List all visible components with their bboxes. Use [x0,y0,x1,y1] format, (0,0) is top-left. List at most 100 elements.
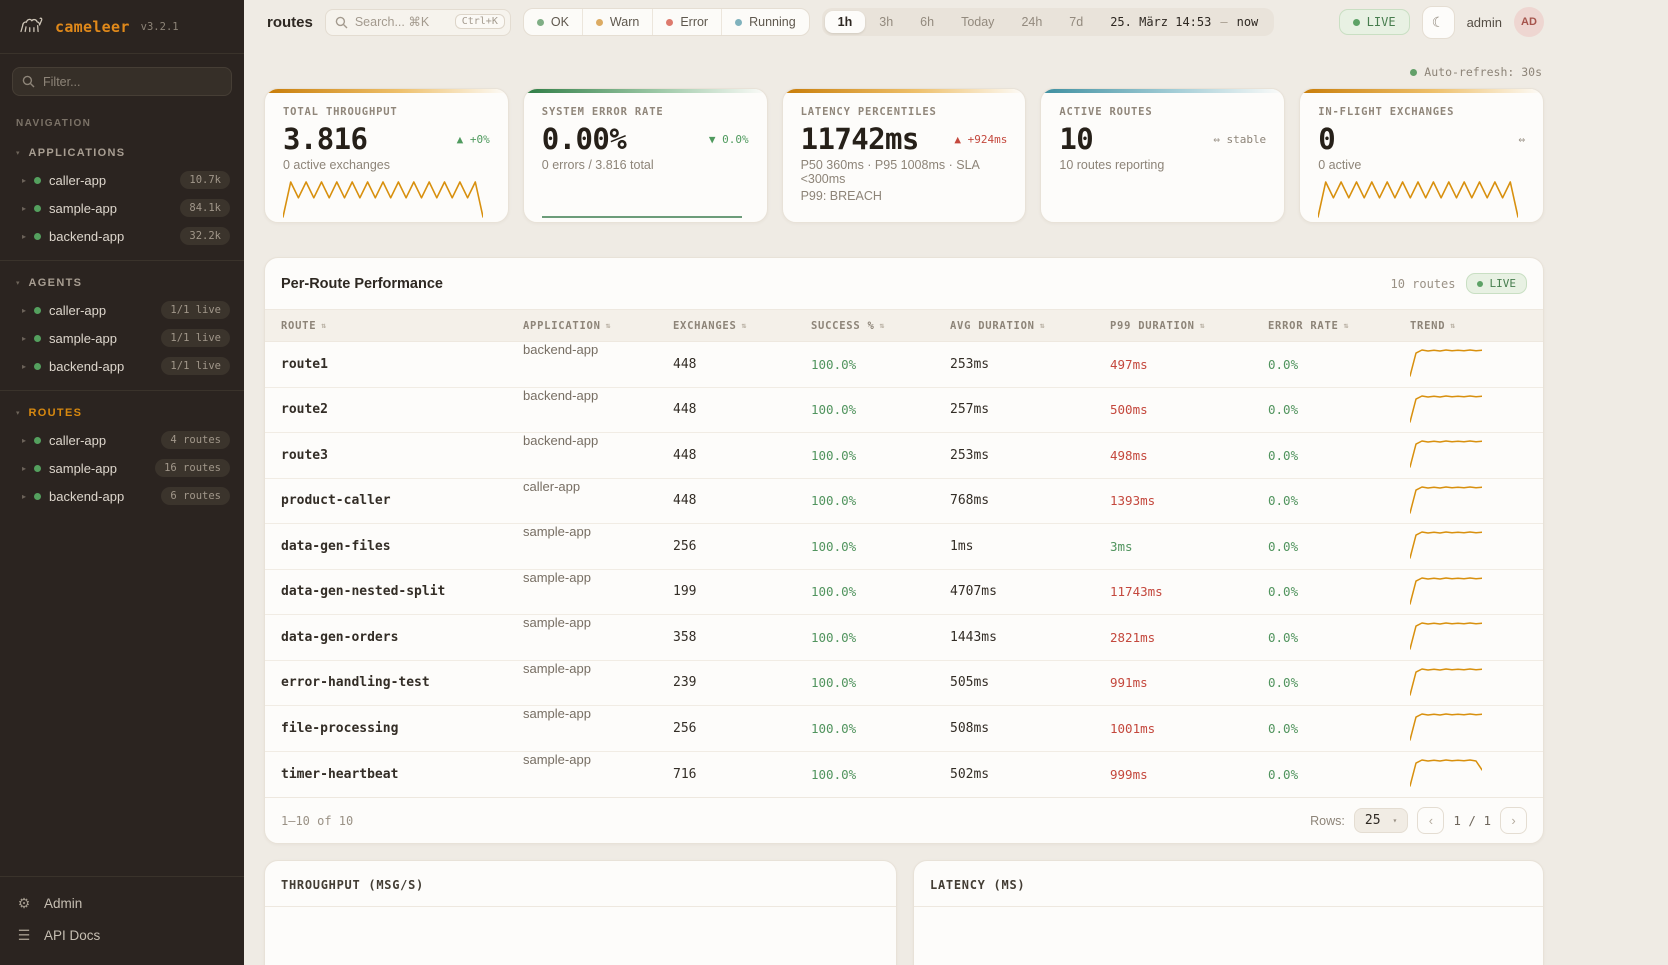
search-icon [335,16,348,28]
p99-duration: 991ms [1110,675,1148,691]
table-row-error-handling-test[interactable]: error-handling-test sample-app 239 100.0% 50… [265,661,1543,706]
sidebar-item-label: backend-app [49,358,125,374]
status-filter-label: Error [680,15,709,29]
sidebar-item-badge: 16 routes [155,459,230,477]
success-rate: 100.0% [811,538,857,554]
column-header-avg-duration[interactable]: AVG DURATION ⇅ [950,320,1110,332]
status-dot-icon [536,18,544,26]
sidebar-group-header-applications[interactable]: ▾ APPLICATIONS [0,139,244,166]
kpi-body: TOTAL THROUGHPUT 3.816 ▲ +0% 0 active excha… [265,93,508,222]
sidebar-item-sample-app[interactable]: ▸ sample-app 16 routes [0,454,244,482]
kpi-accent-bar [523,89,767,93]
time-range-3h[interactable]: 3h [879,15,894,29]
kpi-subtitle: P50 360ms · P95 1008ms · SLA <300ms [800,158,980,186]
table-row-timer-heartbeat[interactable]: timer-heartbeat sample-app 716 100.0% 502ms 9… [265,752,1543,798]
status-dot-icon [34,334,42,342]
sidebar-item-sample-app[interactable]: ▸ sample-app 1/1 live [0,324,244,352]
time-range-today[interactable]: Today [961,15,995,29]
column-header-route[interactable]: ROUTE ⇅ [281,320,523,332]
status-dot-icon [735,18,743,26]
column-header-p99-duration[interactable]: P99 DURATION ⇅ [1110,320,1268,332]
sidebar-item-backend-app[interactable]: ▸ backend-app 32.2k [0,222,244,250]
table-row-route3[interactable]: route3 backend-app 448 100.0% 253ms 498ms 0.0% [265,433,1543,479]
sidebar-item-caller-app[interactable]: ▸ caller-app 1/1 live [0,296,244,324]
rows-per-page-select[interactable]: 25 ▾ [1353,808,1409,833]
rows-per-page-label: Rows: [1310,813,1345,828]
time-range-1h[interactable]: 1h [824,11,866,33]
avg-duration: 768ms [950,493,990,509]
column-header-error-rate[interactable]: ERROR RATE ⇅ [1268,320,1410,332]
sidebar-item-backend-app[interactable]: ▸ backend-app 6 routes [0,482,244,510]
time-range-display[interactable]: 25. März 14:53 — now [1097,15,1271,29]
table-row-product-caller[interactable]: product-caller caller-app 448 100.0% 768ms 13… [265,478,1543,524]
sidebar-group-header-routes[interactable]: ▾ ROUTES [0,399,244,426]
column-header-trend[interactable]: TREND ⇅ [1410,320,1527,332]
column-header-label: APPLICATION [523,319,601,332]
sort-icon: ⇅ [1199,321,1206,330]
chevron-right-icon: ▸ [22,231,27,241]
chevron-right-icon: ▸ [22,435,27,445]
sidebar-item-caller-app[interactable]: ▸ caller-app 10.7k [0,166,244,194]
table-row-file-processing[interactable]: file-processing sample-app 256 100.0% 508ms 1… [265,706,1543,752]
sidebar-item-badge: 1/1 live [161,329,230,347]
exchanges-count: 448 [673,402,697,418]
prev-page-button[interactable]: ‹ [1417,807,1445,834]
nav-caption: NAVIGATION [16,118,92,129]
sidebar-item-caller-app[interactable]: ▸ caller-app 4 routes [0,426,244,454]
status-dot-icon [666,18,674,26]
table-row-data-gen-files[interactable]: data-gen-files sample-app 256 100.0% 1ms 3ms 0… [265,524,1543,570]
trend-sparkline [1409,530,1527,562]
auto-refresh-label: Auto-refresh: 30s [1424,65,1542,79]
live-label: LIVE [1366,15,1396,29]
application-name: backend-app [523,342,599,357]
sidebar-footer-api-docs[interactable]: ☰ API Docs [16,919,228,951]
avatar[interactable]: AD [1514,7,1544,37]
avg-duration: 1443ms [950,629,997,645]
success-rate: 100.0% [811,356,857,372]
exchanges-count: 239 [673,675,697,691]
trend-sparkline [1409,667,1527,699]
sort-icon: ⇅ [879,321,886,330]
time-range-buttons: 1h 3h 6h Today 24h 7d [824,11,1097,33]
kpi-body: IN-FLIGHT EXCHANGES 0 ⇔ 0 active [1300,93,1543,222]
status-filter-warn[interactable]: Warn [581,9,652,35]
table-row-data-gen-nested-split[interactable]: data-gen-nested-split sample-app 199 100.0%… [265,569,1543,615]
time-range-6h[interactable]: 6h [920,15,935,29]
status-filter-ok[interactable]: OK [524,9,582,35]
status-filter-error[interactable]: Error [652,9,721,35]
table-row-data-gen-orders[interactable]: data-gen-orders sample-app 358 100.0% 1443ms… [265,615,1543,661]
avg-duration: 502ms [950,766,990,782]
sidebar-group-header-agents[interactable]: ▾ AGENTS [0,269,244,296]
application-name: sample-app [523,569,591,585]
kpi-accent-bar [1041,89,1285,93]
table-footer: 1–10 of 10 Rows: 25 ▾ ‹ 1 / 1 › [265,797,1543,843]
sidebar-item-backend-app[interactable]: ▸ backend-app 1/1 live [0,352,244,380]
column-header-exchanges[interactable]: EXCHANGES ⇅ [673,320,811,332]
next-page-button[interactable]: › [1500,807,1527,834]
success-rate: 100.0% [811,766,857,782]
application-name: caller-app [523,478,581,494]
sidebar-filter-input[interactable] [12,67,232,96]
table-row-route1[interactable]: route1 backend-app 448 100.0% 253ms 497ms 0.0% [265,342,1543,388]
chevron-right-icon: ▸ [22,463,27,473]
sort-icon: ⇅ [741,321,748,330]
user-name: admin [1466,14,1502,30]
theme-toggle-button[interactable]: ☾ [1421,5,1455,39]
sidebar-filter-search-icon [22,75,35,88]
sidebar-item-sample-app[interactable]: ▸ sample-app 84.1k [0,194,244,222]
table-body: route1 backend-app 448 100.0% 253ms 497ms 0.0%… [265,342,1543,797]
live-toggle[interactable]: LIVE [1338,9,1410,35]
sidebar-item-label: backend-app [49,488,125,504]
error-rate: 0.0% [1268,720,1299,736]
column-header-application[interactable]: APPLICATION ⇅ [523,320,673,332]
trend-sparkline [1409,758,1527,790]
column-header-success-[interactable]: SUCCESS % ⇅ [811,320,950,332]
exchanges-count: 199 [673,584,697,600]
avg-duration: 253ms [950,356,990,372]
chevron-right-icon: ▸ [22,491,27,501]
time-range-24h[interactable]: 24h [1021,15,1043,29]
table-row-route2[interactable]: route2 backend-app 448 100.0% 257ms 500ms 0.0% [265,388,1543,433]
sidebar-footer-admin[interactable]: ⚙ Admin [16,887,228,919]
time-range-7d[interactable]: 7d [1069,15,1084,29]
status-filter-running[interactable]: Running [721,9,809,35]
